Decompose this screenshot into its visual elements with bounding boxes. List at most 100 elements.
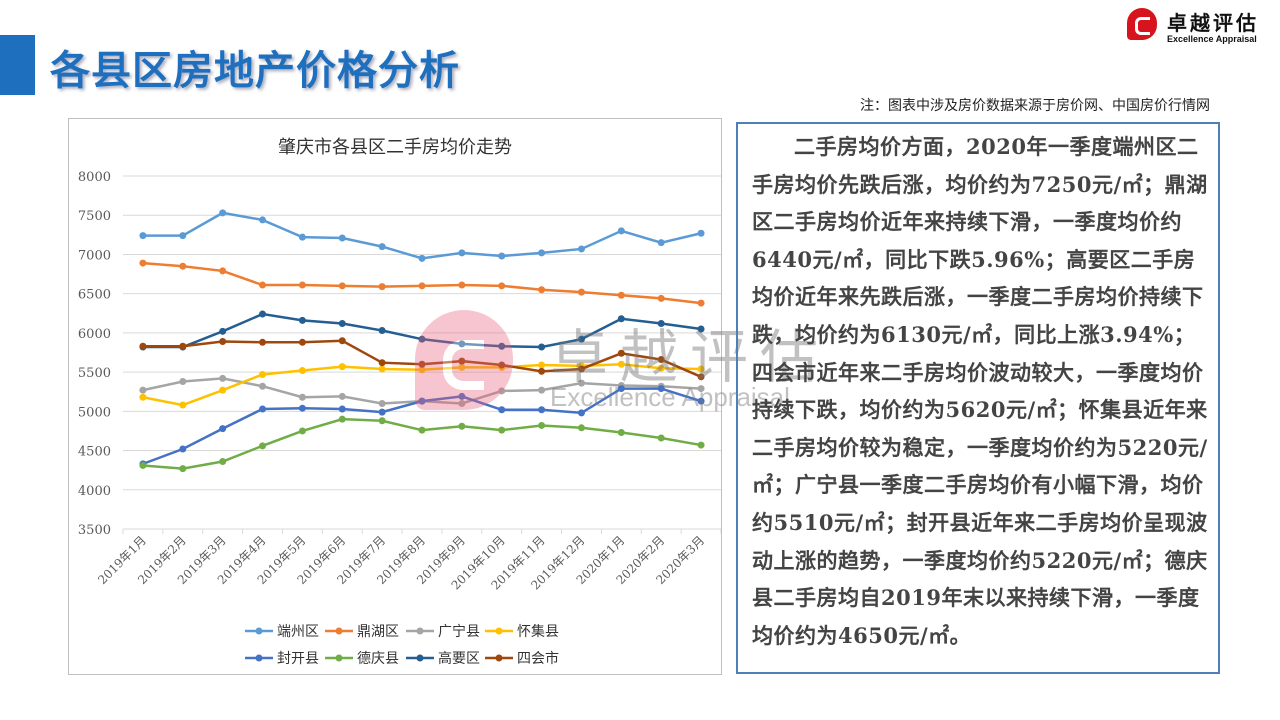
data-point [378, 399, 386, 407]
data-point [577, 365, 585, 373]
data-point [338, 415, 346, 423]
data-point [498, 426, 506, 434]
data-point [179, 445, 187, 453]
y-tick-label: 6000 [78, 327, 111, 342]
page-title: 各县区房地产价格分析 [50, 48, 460, 94]
data-point [378, 365, 386, 373]
data-point [259, 405, 267, 413]
data-point [697, 397, 705, 405]
data-point [378, 408, 386, 416]
data-point [378, 243, 386, 251]
data-point [338, 337, 346, 345]
data-point [617, 227, 625, 235]
data-point [697, 229, 705, 237]
data-point [458, 357, 466, 365]
data-point [418, 282, 426, 290]
chart-title: 肇庆市各县区二手房均价走势 [278, 137, 512, 158]
y-tick-label: 5000 [78, 405, 111, 420]
data-point [179, 232, 187, 240]
data-point [139, 393, 147, 401]
data-point [697, 365, 705, 373]
summary-box: 二手房均价方面，2020年一季度端州区二手房均价先跌后涨，均价约为7250元/㎡… [736, 122, 1220, 674]
data-point [538, 249, 546, 257]
data-point [617, 315, 625, 323]
data-point [179, 342, 187, 350]
chart-container: 肇庆市各县区二手房均价走势 3500 4000 4500 5000 5500 6000 650… [68, 118, 722, 675]
data-point [139, 232, 147, 240]
data-point [259, 382, 267, 390]
data-point [458, 399, 466, 407]
data-point [179, 378, 187, 386]
data-point [458, 422, 466, 430]
data-point [259, 338, 267, 346]
legend-marker [495, 627, 503, 635]
data-point [338, 405, 346, 413]
data-point [538, 421, 546, 429]
data-point [458, 392, 466, 400]
data-point [338, 282, 346, 290]
data-point [617, 429, 625, 437]
legend-label: 高要区 [438, 650, 480, 667]
data-point [298, 367, 306, 375]
data-point [219, 327, 227, 335]
data-point [498, 282, 506, 290]
data-point [458, 249, 466, 257]
data-point [577, 335, 585, 343]
legend-marker [495, 654, 503, 662]
data-point [338, 319, 346, 327]
data-point [418, 335, 426, 343]
data-point [498, 342, 506, 350]
legend-label: 怀集县 [517, 623, 559, 640]
data-point [458, 340, 466, 348]
data-point [418, 366, 426, 374]
y-tick-label: 4500 [78, 445, 111, 460]
legend-label: 四会市 [517, 650, 559, 667]
data-point [298, 281, 306, 289]
data-point [338, 392, 346, 400]
data-point [657, 239, 665, 247]
legend-label: 端州区 [277, 624, 319, 640]
data-point [259, 442, 267, 450]
data-point [338, 363, 346, 371]
summary-text: 二手房均价方面，2020年一季度端州区二手房均价先跌后涨，均价约为7250元/㎡… [752, 134, 1208, 648]
data-point [259, 310, 267, 318]
source-note: 注：图表中涉及房价数据来源于房价网、中国房价行情网 [860, 98, 1210, 114]
data-point [657, 319, 665, 327]
data-point [298, 393, 306, 401]
legend-label: 封开县 [277, 651, 319, 667]
data-point [538, 386, 546, 394]
data-point [577, 424, 585, 432]
data-point [657, 356, 665, 364]
data-point [418, 360, 426, 368]
data-point [418, 426, 426, 434]
title-accent-bar [0, 35, 35, 95]
data-point [697, 441, 705, 449]
data-point [498, 406, 506, 414]
series-line-端州区 [142, 211, 702, 260]
y-tick-label: 3500 [78, 523, 111, 538]
data-point [139, 259, 147, 267]
data-point [298, 316, 306, 324]
company-logo: 卓越评估 Excellence Appraisal [1125, 5, 1275, 45]
data-point [219, 374, 227, 382]
data-point [657, 434, 665, 442]
y-tick-label: 8000 [78, 170, 111, 185]
logo-cn: 卓越评估 [1167, 11, 1259, 35]
data-point [538, 343, 546, 351]
data-point [577, 379, 585, 387]
data-point [179, 401, 187, 409]
data-point [219, 425, 227, 433]
data-point [378, 417, 386, 425]
data-point [378, 359, 386, 367]
data-point [697, 385, 705, 393]
legend-marker [255, 627, 263, 635]
data-point [577, 288, 585, 296]
legend-marker [335, 627, 343, 635]
logo-icon [1127, 8, 1157, 40]
data-point [298, 404, 306, 412]
legend-marker [416, 627, 424, 635]
data-point [498, 387, 506, 395]
data-point [259, 370, 267, 378]
data-point [259, 216, 267, 224]
data-point [697, 325, 705, 333]
